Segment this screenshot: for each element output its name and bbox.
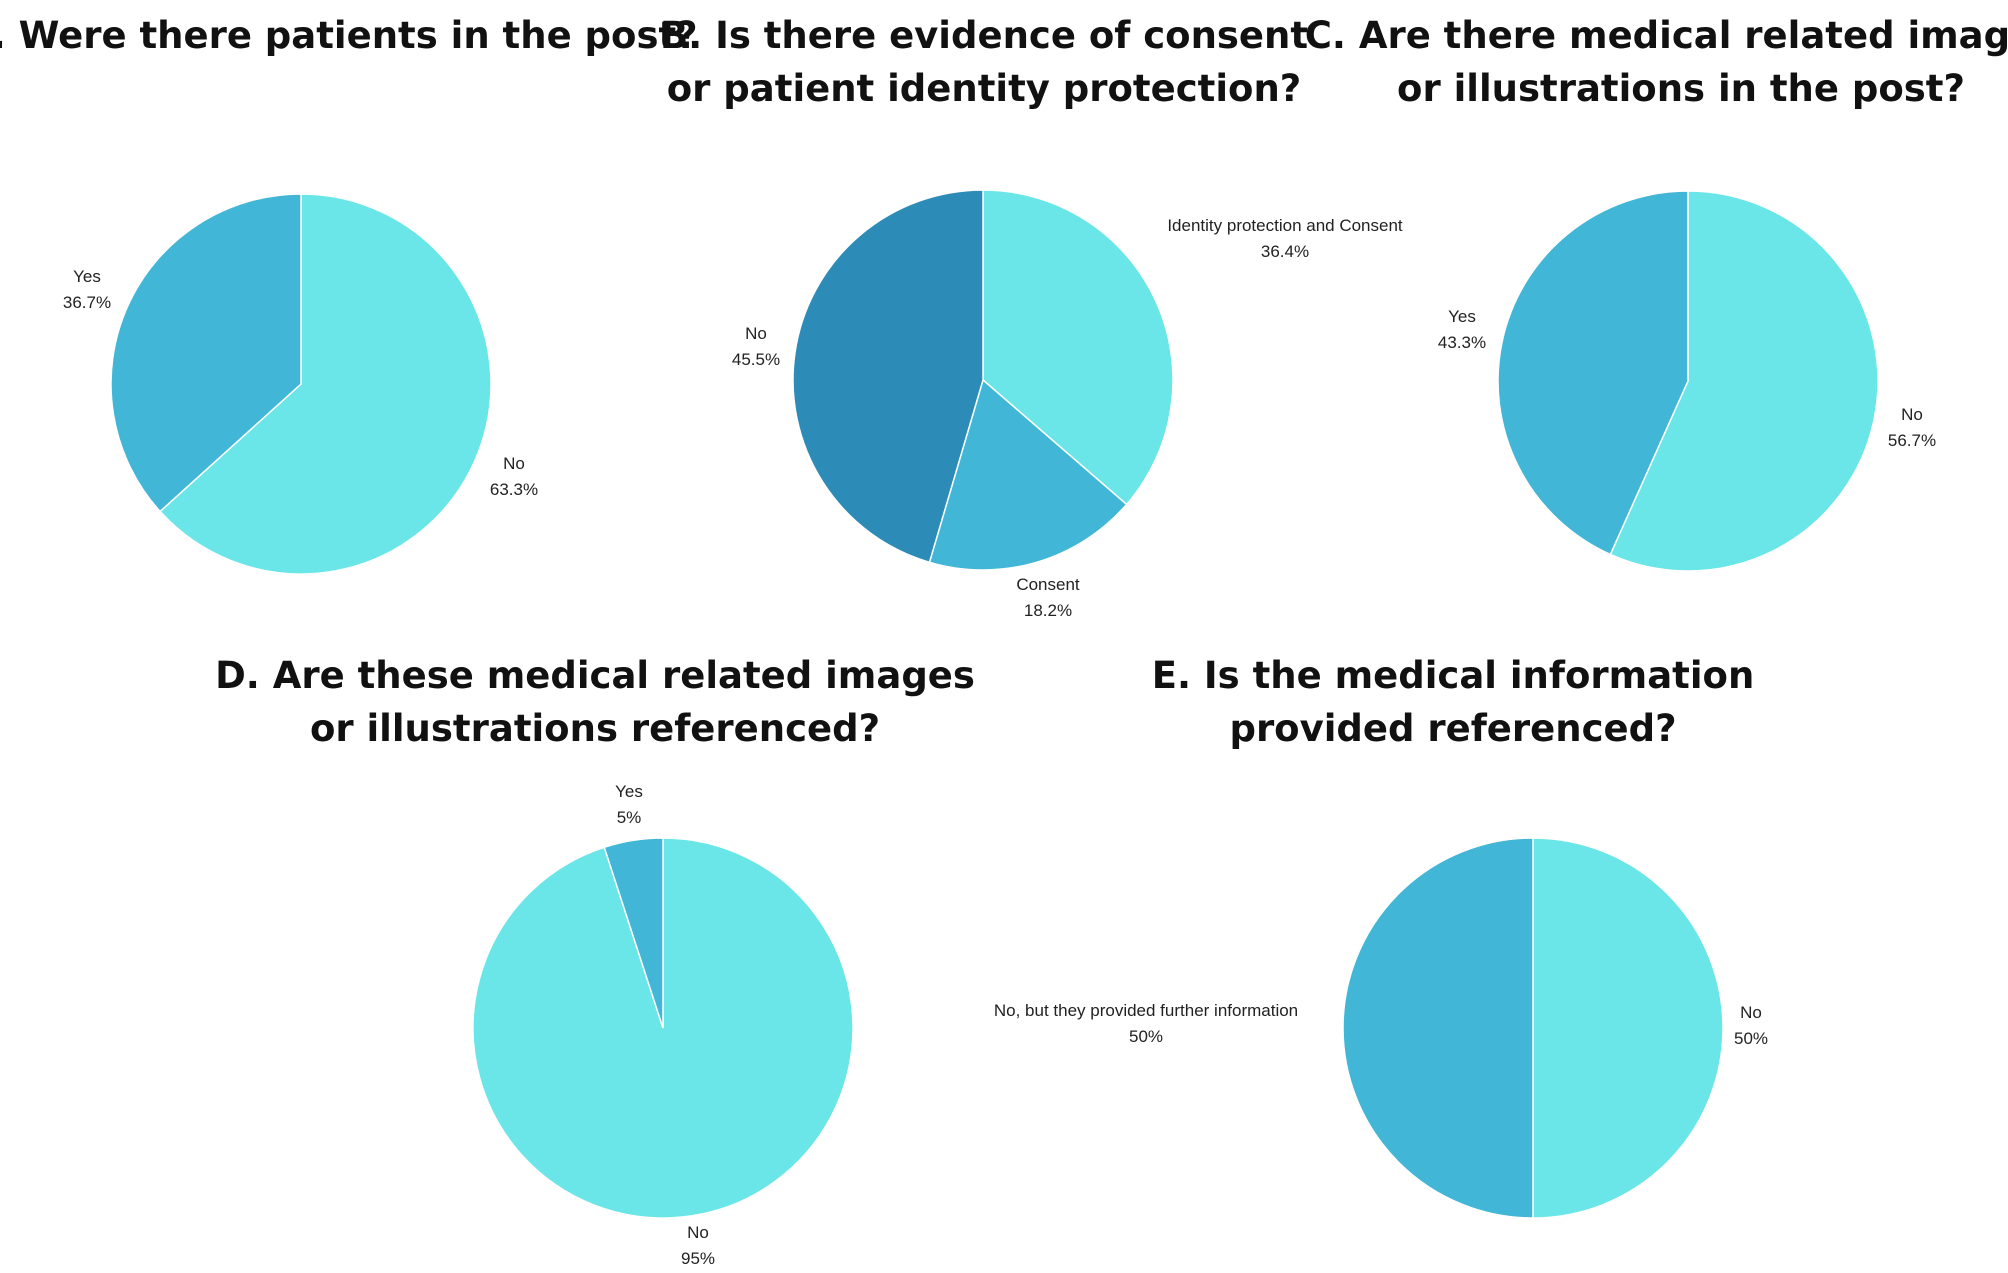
chart-d-slice-yes	[603, 837, 664, 1029]
chart-c-value-yes: 43.3%	[1438, 333, 1486, 352]
chart-d-title-line-2: or illustrations referenced?	[310, 707, 880, 750]
chart-e-slice-no	[1532, 837, 1724, 1219]
chart-b-value-consent: 18.2%	[1024, 601, 1072, 620]
chart-b-label-no: No	[745, 324, 767, 343]
chart-a-slice-yes	[110, 193, 302, 513]
chart-d-label-no: No	[687, 1223, 709, 1242]
chart-b-slice-consent	[928, 378, 1128, 571]
chart-b-value-no: 45.5%	[732, 350, 780, 369]
chart-e-label-no: No	[1740, 1003, 1762, 1022]
chart-b-label-identity-protection-and-consent: Identity protection and Consent	[1167, 216, 1403, 235]
chart-d-value-no: 95%	[681, 1249, 715, 1268]
chart-c-value-no: 56.7%	[1888, 431, 1936, 450]
chart-c-title-line-1: C. Are there medical related images	[1305, 14, 2008, 57]
chart-e-title-line-2: provided referenced?	[1229, 707, 1676, 750]
chart-e-label-no-but-they-provided-further-information: No, but they provided further informatio…	[994, 1001, 1298, 1020]
pie-chart-b: B. Is there evidence of consent or patien…	[660, 14, 1403, 620]
chart-b-title-line-1: B. Is there evidence of consent	[660, 14, 1308, 57]
chart-c-label-yes: Yes	[1448, 307, 1476, 326]
pie-chart-c: C. Are there medical related images or il…	[1305, 14, 2008, 572]
chart-e-slice-no-but-they-provided-further-information	[1342, 837, 1534, 1219]
chart-e-value-no-but-they-provided-further-information: 50%	[1129, 1027, 1163, 1046]
chart-b-slice-identity-protection-and-consent	[982, 189, 1174, 506]
chart-a-label-yes: Yes	[73, 267, 101, 286]
chart-d-title-line-1: D. Are these medical related images	[215, 654, 975, 697]
chart-a-label-no: No	[503, 454, 525, 473]
chart-c-slice-yes	[1497, 190, 1689, 556]
chart-d-label-yes: Yes	[615, 782, 643, 801]
chart-b-slice-no	[792, 189, 984, 564]
chart-e-title-line-1: E. Is the medical information	[1152, 654, 1755, 697]
pie-chart-a: A. Were there patients in the post? No 63.…	[0, 14, 698, 575]
chart-a-value-yes: 36.7%	[63, 293, 111, 312]
chart-c-title-line-2: or illustrations in the post?	[1397, 67, 1965, 110]
chart-a-value-no: 63.3%	[490, 480, 538, 499]
chart-c-slice-no	[1609, 190, 1879, 572]
chart-b-title-line-2: or patient identity protection?	[667, 67, 1302, 110]
chart-a-title-line-1: A. Were there patients in the post?	[0, 14, 698, 57]
chart-a-slice-no	[159, 193, 492, 575]
pie-chart-d: D. Are these medical related images or il…	[215, 654, 975, 1268]
pie-chart-e: E. Is the medical information provided re…	[994, 654, 1768, 1219]
chart-c-label-no: No	[1901, 405, 1923, 424]
chart-b-label-consent: Consent	[1016, 575, 1080, 594]
chart-b-value-identity-protection-and-consent: 36.4%	[1261, 242, 1309, 261]
chart-d-value-yes: 5%	[617, 808, 642, 827]
chart-e-value-no: 50%	[1734, 1029, 1768, 1048]
